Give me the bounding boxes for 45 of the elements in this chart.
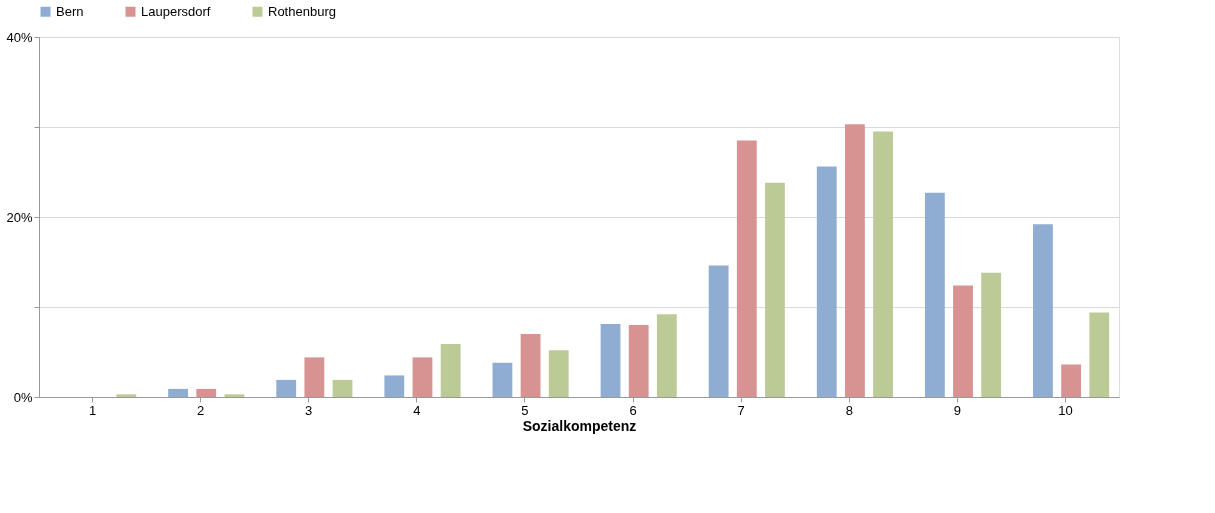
y-tick-label: 0%: [13, 389, 33, 405]
x-tick-label: 2: [197, 402, 205, 418]
bar: [196, 388, 217, 397]
bar: [304, 357, 325, 397]
bar: [873, 131, 893, 397]
bar: [736, 140, 757, 397]
bar: [1033, 224, 1053, 397]
bar: [844, 124, 865, 397]
x-tick-label: 3: [305, 402, 313, 418]
x-tick-label: 10: [1058, 402, 1073, 418]
bar: [168, 388, 189, 397]
x-tick-label: 4: [413, 402, 421, 418]
bar: [600, 324, 621, 397]
legend-label: Bern: [56, 3, 84, 19]
bar: [816, 166, 837, 397]
bar: [548, 350, 569, 397]
x-tick-label: 5: [521, 402, 529, 418]
x-tick-label: 7: [737, 402, 745, 418]
bar: [1089, 312, 1110, 397]
bar: [1061, 364, 1082, 397]
legend-label: Rothenburg: [268, 3, 336, 19]
x-tick-label: 9: [953, 402, 961, 418]
bar: [953, 285, 973, 397]
bar: [116, 394, 137, 397]
x-axis-title: Sozialkompetenz: [522, 417, 637, 434]
x-tick-label: 8: [845, 402, 853, 418]
bar: [384, 375, 405, 397]
x-tick-label: 1: [88, 402, 97, 418]
bar: [520, 334, 541, 397]
bar: [440, 343, 461, 397]
x-tick-label: 6: [629, 402, 637, 418]
bar: [924, 192, 945, 397]
bar: [981, 272, 1002, 397]
bar: [765, 182, 785, 397]
bar: [412, 357, 433, 397]
y-tick-label: 20%: [6, 209, 33, 225]
bar: [492, 362, 513, 397]
bar: [708, 265, 729, 397]
legend-label: Laupersdorf: [141, 3, 211, 19]
bar: [276, 379, 297, 397]
bar: [332, 379, 353, 397]
bar: [224, 394, 245, 397]
bar: [656, 314, 677, 397]
y-tick-label: 40%: [6, 29, 33, 45]
bar: [628, 325, 649, 397]
